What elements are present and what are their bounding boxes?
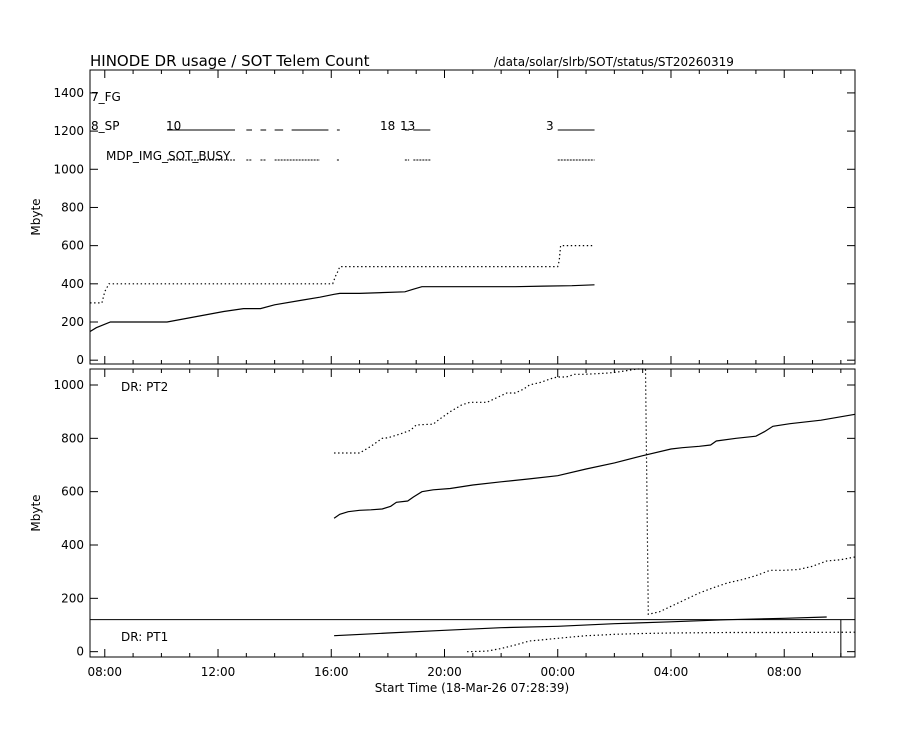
annotation-sp: 8_SP — [91, 119, 120, 133]
top-annotations: 7_FG 8_SP MDP_IMG_SOT_BUSY 10 18 13 3 — [91, 90, 595, 163]
data-path: /data/solar/slrb/SOT/status/ST20260319 — [494, 55, 734, 69]
y-tick-label: 200 — [61, 591, 84, 605]
x-tick-label: 16:00 — [314, 665, 349, 679]
pt1-series-solid-line — [334, 616, 827, 637]
bottom-panel-frame — [89, 368, 856, 658]
x-axis-label: Start Time (18-Mar-26 07:28:39) — [375, 681, 569, 695]
y-tick-label: 1000 — [53, 162, 84, 176]
top-panel: Mbyte 0 200 400 600 800 1000 1200 1400 7_FG 8_SP… — [29, 69, 856, 367]
bottom-y-axis-label: Mbyte — [29, 494, 43, 531]
annotation-n13: 13 — [400, 119, 415, 133]
x-tick-label: 12:00 — [201, 665, 236, 679]
top-y-axis-label: Mbyte — [29, 198, 43, 235]
x-tick-label: 00:00 — [540, 665, 575, 679]
annotation-busy: MDP_IMG_SOT_BUSY — [106, 149, 231, 163]
x-tick-label: 04:00 — [654, 665, 689, 679]
top-x-ticks — [104, 70, 842, 364]
pt1-label: DR: PT1 — [121, 630, 168, 644]
y-tick-label: 800 — [61, 431, 84, 445]
bottom-series — [90, 368, 856, 657]
x-tick-label: 08:00 — [767, 665, 802, 679]
y-tick-label: 1000 — [53, 378, 84, 392]
y-tick-label: 0 — [76, 645, 84, 659]
annotation-n18: 18 — [380, 119, 395, 133]
top-panel-frame — [89, 69, 856, 365]
figure-title: HINODE DR usage / SOT Telem Count — [90, 52, 370, 70]
y-tick-label: 0 — [76, 353, 84, 367]
y-tick-label: 600 — [61, 239, 84, 253]
pt1-series-dotted-line — [467, 631, 856, 653]
bottom-panel: Mbyte 0 200 400 600 800 1000 08:00 12:00 16:00 2… — [29, 368, 856, 679]
annotation-fg: 7_FG — [91, 90, 121, 104]
series-dotted-line — [90, 245, 595, 304]
y-tick-label: 1200 — [53, 124, 84, 138]
annotation-n3: 3 — [546, 119, 554, 133]
y-tick-label: 1400 — [53, 86, 84, 100]
annotation-n10: 10 — [166, 119, 181, 133]
top-y-ticks: 0 200 400 600 800 1000 1200 1400 — [53, 86, 855, 367]
y-tick-label: 400 — [61, 277, 84, 291]
top-series — [89, 245, 595, 333]
y-tick-label: 800 — [61, 200, 84, 214]
pt2-label: DR: PT2 — [121, 380, 168, 394]
x-tick-label: 20:00 — [427, 665, 462, 679]
y-tick-label: 400 — [61, 538, 84, 552]
y-tick-label: 600 — [61, 485, 84, 499]
y-tick-label: 200 — [61, 315, 84, 329]
series-solid-line — [89, 284, 595, 333]
bottom-x-ticks: 08:00 12:00 16:00 20:00 00:00 04:00 08:00 — [87, 369, 842, 679]
series-solid-line — [333, 413, 856, 519]
series-dotted-line — [334, 368, 856, 616]
bottom-y-ticks: 0 200 400 600 800 1000 — [53, 378, 855, 659]
x-tick-label: 08:00 — [87, 665, 122, 679]
